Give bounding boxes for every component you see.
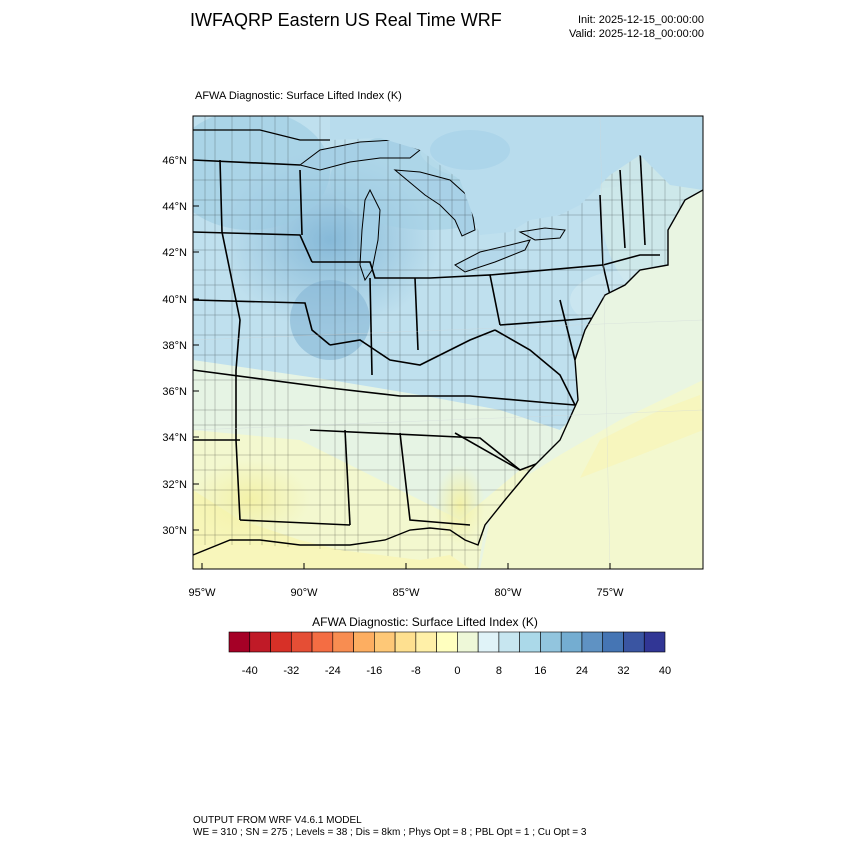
lat-labels: 46°N 44°N 42°N 40°N 38°N 36°N 34°N 32°N … bbox=[162, 155, 187, 537]
init-time: Init: 2025-12-15_00:00:00 bbox=[578, 14, 704, 26]
lat-label: 30°N bbox=[162, 525, 187, 537]
footer-line-2: WE = 310 ; SN = 275 ; Levels = 38 ; Dis … bbox=[193, 827, 587, 838]
colorbar-swatch bbox=[498, 631, 520, 653]
lat-label: 40°N bbox=[162, 294, 187, 306]
footer-line-1: OUTPUT FROM WRF V4.6.1 MODEL bbox=[193, 815, 362, 826]
colorbar-label: 0 bbox=[454, 665, 460, 677]
model-footer: OUTPUT FROM WRF V4.6.1 MODEL WE = 310 ; … bbox=[193, 815, 586, 839]
valid-time: Valid: 2025-12-18_00:00:00 bbox=[569, 28, 704, 40]
field-label: AFWA Diagnostic: Surface Lifted Index (K… bbox=[195, 90, 402, 102]
lon-label: 95°W bbox=[188, 587, 216, 599]
colorbar-swatch bbox=[623, 631, 645, 653]
lat-label: 42°N bbox=[162, 247, 187, 259]
colorbar-label: 32 bbox=[617, 665, 629, 677]
colorbar-label: 40 bbox=[659, 665, 671, 677]
colorbar-swatch bbox=[457, 631, 479, 653]
colorbar-swatch bbox=[540, 631, 562, 653]
colorbar-swatch bbox=[436, 631, 458, 653]
colorbar-label: 16 bbox=[534, 665, 546, 677]
lat-label: 36°N bbox=[162, 386, 187, 398]
colorbar-swatch bbox=[602, 631, 624, 653]
colorbar-title: AFWA Diagnostic: Surface Lifted Index (K… bbox=[312, 615, 538, 629]
colorbar-label: -16 bbox=[366, 665, 382, 677]
lat-label: 34°N bbox=[162, 432, 187, 444]
colorbar-label: 8 bbox=[496, 665, 502, 677]
colorbar-swatch bbox=[270, 631, 292, 653]
lon-label: 85°W bbox=[392, 587, 420, 599]
lon-label: 90°W bbox=[290, 587, 318, 599]
lon-labels: 95°W 90°W 85°W 80°W 75°W bbox=[188, 587, 624, 599]
colorbar-label: -40 bbox=[242, 665, 258, 677]
colorbar-swatch bbox=[415, 631, 437, 653]
colorbar bbox=[228, 631, 666, 653]
lat-label: 32°N bbox=[162, 479, 187, 491]
colorbar-swatch bbox=[581, 631, 604, 653]
lon-ticks bbox=[201, 563, 611, 569]
map-frame bbox=[192, 115, 704, 570]
colorbar-swatch bbox=[249, 631, 271, 653]
lat-label: 44°N bbox=[162, 201, 187, 213]
colorbar-label: 24 bbox=[576, 665, 588, 677]
time-stamps: Init: 2025-12-15_00:00:00 Valid: 2025-12… bbox=[569, 13, 704, 41]
plot-title: IWFAQRP Eastern US Real Time WRF bbox=[190, 10, 502, 30]
colorbar-swatch bbox=[332, 631, 354, 653]
colorbar-swatch bbox=[311, 631, 334, 653]
colorbar-label: -32 bbox=[283, 665, 299, 677]
colorbar-label: -8 bbox=[411, 665, 421, 677]
colorbar-swatch bbox=[643, 631, 666, 653]
colorbar-label: -24 bbox=[325, 665, 341, 677]
lon-label: 75°W bbox=[596, 587, 624, 599]
state-boundaries bbox=[193, 149, 660, 526]
lat-label: 46°N bbox=[162, 155, 187, 167]
colorbar-swatch bbox=[374, 631, 396, 653]
colorbar-swatch bbox=[394, 631, 417, 653]
field-shading bbox=[193, 116, 703, 569]
colorbar-swatch bbox=[228, 631, 251, 653]
colorbar-swatch bbox=[560, 631, 583, 653]
colorbar-swatch bbox=[519, 631, 541, 653]
lat-ticks bbox=[193, 159, 199, 531]
lat-label: 38°N bbox=[162, 340, 187, 352]
colorbar-labels: -40 -32 -24 -16 -8 0 8 16 24 32 40 bbox=[242, 665, 671, 677]
colorbar-swatch bbox=[477, 631, 500, 653]
colorbar-swatch bbox=[290, 631, 313, 653]
lon-label: 80°W bbox=[494, 587, 522, 599]
colorbar-swatch bbox=[353, 631, 375, 653]
